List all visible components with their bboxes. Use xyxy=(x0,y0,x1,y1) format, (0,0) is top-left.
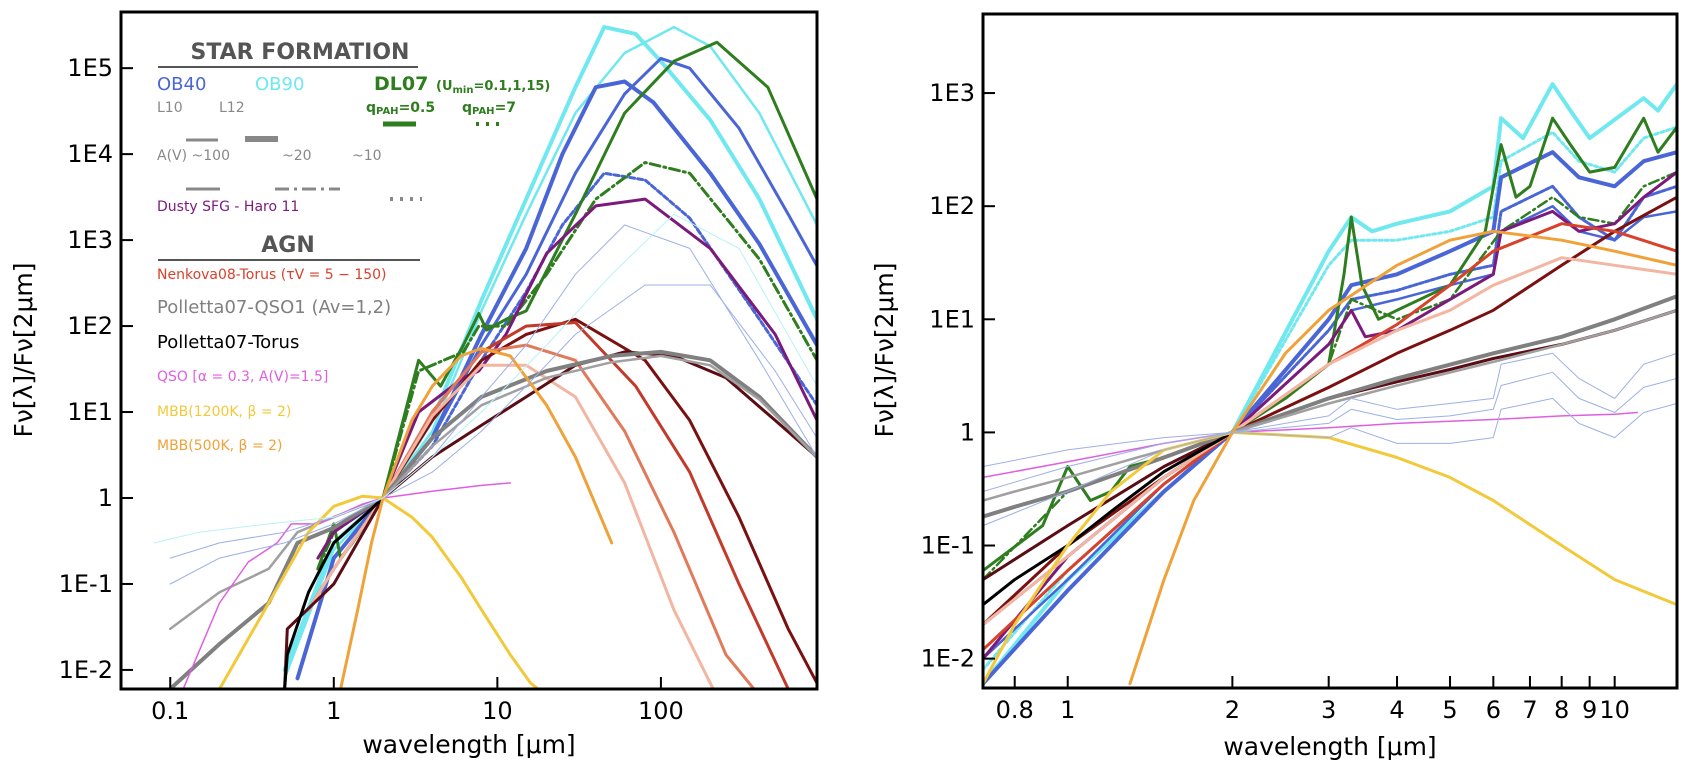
left-y-tick-label: 1E3 xyxy=(67,226,113,254)
legend-l12: L12 xyxy=(219,100,245,116)
left-series-torus_black xyxy=(283,496,385,689)
legend-dl07-params: (Umin=0.1,1,15) xyxy=(436,79,550,96)
right-series-r_faint_b xyxy=(983,371,1677,527)
legend-qpah-b: qPAH=7 xyxy=(462,100,516,117)
right-series-r_torus_black xyxy=(983,430,1234,607)
left-panel: 0.1 1 10 100 1E-2 1E-1 1 1E1 1E2 1E3 1E4 1E5 wavele… xyxy=(9,10,819,759)
left-y-tick-label: 1E-2 xyxy=(59,656,113,684)
left-y-tick-label: 1E4 xyxy=(67,140,113,168)
right-y-tick-label: 1E3 xyxy=(929,79,975,107)
right-series-r_mbb1200 xyxy=(983,430,1677,686)
right-ticks: 0.8 1 2 3 4 5 6 7 8 9 10 1E-2 1E-1 1 1E1 1E2 1E3 xyxy=(921,79,1630,724)
right-x-tick-label: 8 xyxy=(1554,696,1569,724)
legend-star-formation-header: STAR FORMATION xyxy=(191,40,410,65)
right-series-r_faint_a xyxy=(983,352,1677,492)
legend-agn-header: AGN xyxy=(261,233,315,258)
left-y-tick-label: 1E1 xyxy=(67,398,113,426)
legend-av10: ~10 xyxy=(352,148,382,164)
left-y-tick-label: 1E2 xyxy=(67,312,113,340)
left-series-qso xyxy=(182,482,512,689)
right-series-r_nenkova_a xyxy=(983,195,1677,627)
right-y-tick-label: 1 xyxy=(960,418,975,446)
legend-torus: Polletta07-Torus xyxy=(157,332,299,353)
legend-l10: L10 xyxy=(157,100,183,116)
left-y-tick-label: 1 xyxy=(98,484,113,512)
right-x-tick-label: 2 xyxy=(1225,696,1240,724)
left-x-axis-label: wavelength [μm] xyxy=(362,730,575,759)
left-series-group xyxy=(153,25,817,689)
left-series-mbb1200 xyxy=(218,494,541,689)
right-y-tick-label: 1E-2 xyxy=(921,645,975,673)
right-series-r_nenkova_b xyxy=(983,222,1677,652)
left-x-tick-label: 1 xyxy=(326,697,341,725)
right-x-tick-label: 7 xyxy=(1522,696,1537,724)
right-panel: 0.8 1 2 3 4 5 6 7 8 9 10 1E-2 1E-1 1 1E1 1E2 1E3 wavelen… xyxy=(870,12,1679,761)
right-x-tick-label: 1 xyxy=(1060,696,1075,724)
legend-nenkova: Nenkova08-Torus (τV = 5 − 150) xyxy=(157,267,387,283)
right-x-tick-label: 3 xyxy=(1321,696,1336,724)
legend-mbb500: MBB(500K, β = 2) xyxy=(157,438,283,454)
right-x-tick-label: 0.8 xyxy=(996,696,1034,724)
right-series-r_dl07_b xyxy=(983,170,1677,581)
right-series-r_ob40_c xyxy=(983,204,1677,660)
legend-ob90: OB90 xyxy=(255,74,304,95)
right-series-r_mbb500 xyxy=(1128,229,1677,686)
left-x-tick-label: 0.1 xyxy=(151,697,189,725)
left-x-tick-label: 100 xyxy=(638,697,684,725)
legend-dl07: DL07 xyxy=(374,73,428,95)
left-series-faint_c xyxy=(153,213,817,544)
right-y-axis-label: Fν[λ]/Fν[2μm] xyxy=(870,262,899,437)
right-y-tick-label: 1E1 xyxy=(929,305,975,333)
left-x-tick-label: 10 xyxy=(482,697,513,725)
legend-qso1: Polletta07-QSO1 (Av=1,2) xyxy=(157,297,391,318)
legend-qso: QSO [α = 0.3, A(V)=1.5] xyxy=(157,369,328,385)
left-ticks: 0.1 1 10 100 1E-2 1E-1 1 1E1 1E2 1E3 1E4 1E5 xyxy=(59,54,684,725)
right-x-tick-label: 5 xyxy=(1442,696,1457,724)
right-x-tick-label: 6 xyxy=(1486,696,1501,724)
left-series-nenkova_d xyxy=(307,363,715,689)
legend-av20: ~20 xyxy=(282,148,312,164)
left-series-faint_b xyxy=(169,284,817,585)
left-y-tick-label: 1E-1 xyxy=(59,570,113,598)
right-series-group xyxy=(983,82,1677,686)
legend-av: A(V) ~100 xyxy=(157,148,230,164)
left-series-qso1_b xyxy=(168,354,817,631)
right-series-r_ob40_a xyxy=(983,150,1677,686)
right-plot-frame xyxy=(981,12,1679,690)
right-series-r_qso xyxy=(983,411,1639,479)
right-y-tick-label: 1E-1 xyxy=(921,532,975,560)
right-y-tick-label: 1E2 xyxy=(929,192,975,220)
legend-mbb1200: MBB(1200K, β = 2) xyxy=(157,404,291,420)
legend: STAR FORMATION OB40 OB90 DL07 (Umin=0.1,… xyxy=(157,40,550,454)
right-x-tick-label: 10 xyxy=(1599,696,1630,724)
right-series-r_nenkova_c xyxy=(983,256,1677,627)
left-series-faint_a xyxy=(169,224,817,559)
legend-dusty: Dusty SFG - Haro 11 xyxy=(157,199,299,215)
left-plot-frame xyxy=(119,10,819,691)
left-series-mbb500 xyxy=(339,346,614,689)
right-x-axis-label: wavelength [μm] xyxy=(1223,732,1436,761)
right-series-r_faint_c xyxy=(983,397,1677,467)
left-y-tick-label: 1E5 xyxy=(67,54,113,82)
right-series-r_dl07 xyxy=(983,116,1677,573)
right-x-tick-label: 9 xyxy=(1582,696,1597,724)
left-y-axis-label: Fν[λ]/Fν[2μm] xyxy=(9,262,38,437)
right-series-r_qso1_b xyxy=(983,309,1677,502)
right-x-tick-label: 4 xyxy=(1389,696,1404,724)
legend-qpah-a: qPAH=0.5 xyxy=(366,100,435,117)
legend-ob40: OB40 xyxy=(157,74,206,95)
right-series-r_qso1_a xyxy=(983,294,1677,519)
